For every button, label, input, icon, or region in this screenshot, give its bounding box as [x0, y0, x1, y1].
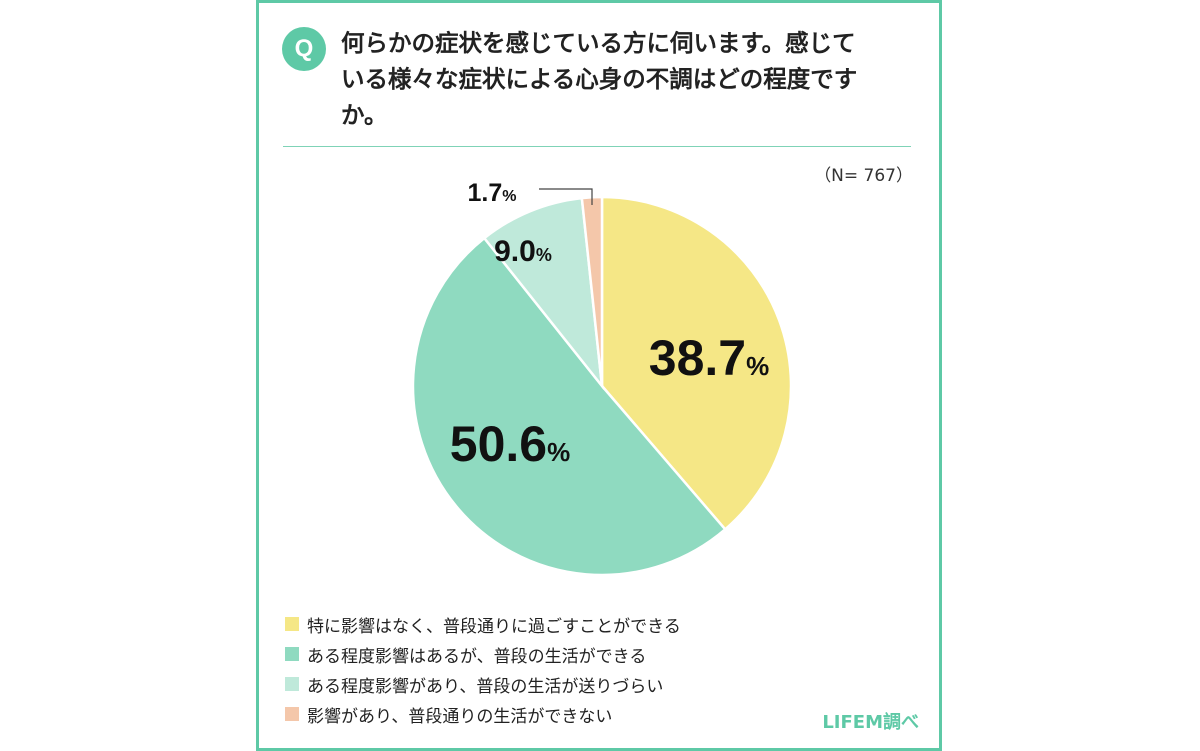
legend-item: 影響があり、普段通りの生活ができない	[285, 699, 681, 729]
slice-label: 1.7%	[468, 179, 517, 207]
legend-label: ある程度影響はあるが、普段の生活ができる	[307, 646, 647, 667]
pie-slice	[482, 196, 604, 391]
pie-slice	[600, 195, 793, 532]
slice-label: 9.0%	[494, 235, 552, 268]
legend-item: ある程度影響があり、普段の生活が送りづらい	[285, 669, 681, 699]
divider	[283, 146, 911, 147]
legend-item: 特に影響はなく、普段通りに過ごすことができる	[285, 609, 681, 639]
pie-chart: 38.7% 50.6% 9.0% 1.7%	[411, 179, 793, 577]
legend-swatch	[285, 707, 299, 721]
question-badge: Q	[282, 27, 326, 71]
legend-swatch	[285, 647, 299, 661]
legend-label: 影響があり、普段通りの生活ができない	[307, 706, 613, 727]
sample-size: （N= 767）	[814, 166, 913, 186]
legend-label: 特に影響はなく、普段通りに過ごすことができる	[307, 616, 681, 637]
slice-label: 38.7%	[649, 330, 769, 386]
question-text: 何らかの症状を感じている方に伺います。感じて いる様々な症状による心身の不調はど…	[341, 25, 901, 133]
legend-item: ある程度影響はあるが、普段の生活ができる	[285, 639, 681, 669]
leader-line	[539, 188, 593, 205]
legend: 特に影響はなく、普段通りに過ごすことができる ある程度影響はあるが、普段の生活が…	[285, 609, 681, 729]
survey-card: Q 何らかの症状を感じている方に伺います。感じて いる様々な症状による心身の不調…	[256, 0, 942, 751]
slice-label: 50.6%	[450, 416, 570, 472]
question-line: いる様々な症状による心身の不調はどの程度です	[341, 65, 858, 93]
source-credit: LIFEM調べ	[822, 712, 919, 733]
question-line: か。	[341, 101, 388, 129]
pie-slice	[411, 236, 727, 577]
legend-swatch	[285, 617, 299, 631]
question-line: 何らかの症状を感じている方に伺います。感じて	[341, 29, 856, 57]
legend-label: ある程度影響があり、普段の生活が送りづらい	[307, 676, 664, 697]
legend-swatch	[285, 677, 299, 691]
